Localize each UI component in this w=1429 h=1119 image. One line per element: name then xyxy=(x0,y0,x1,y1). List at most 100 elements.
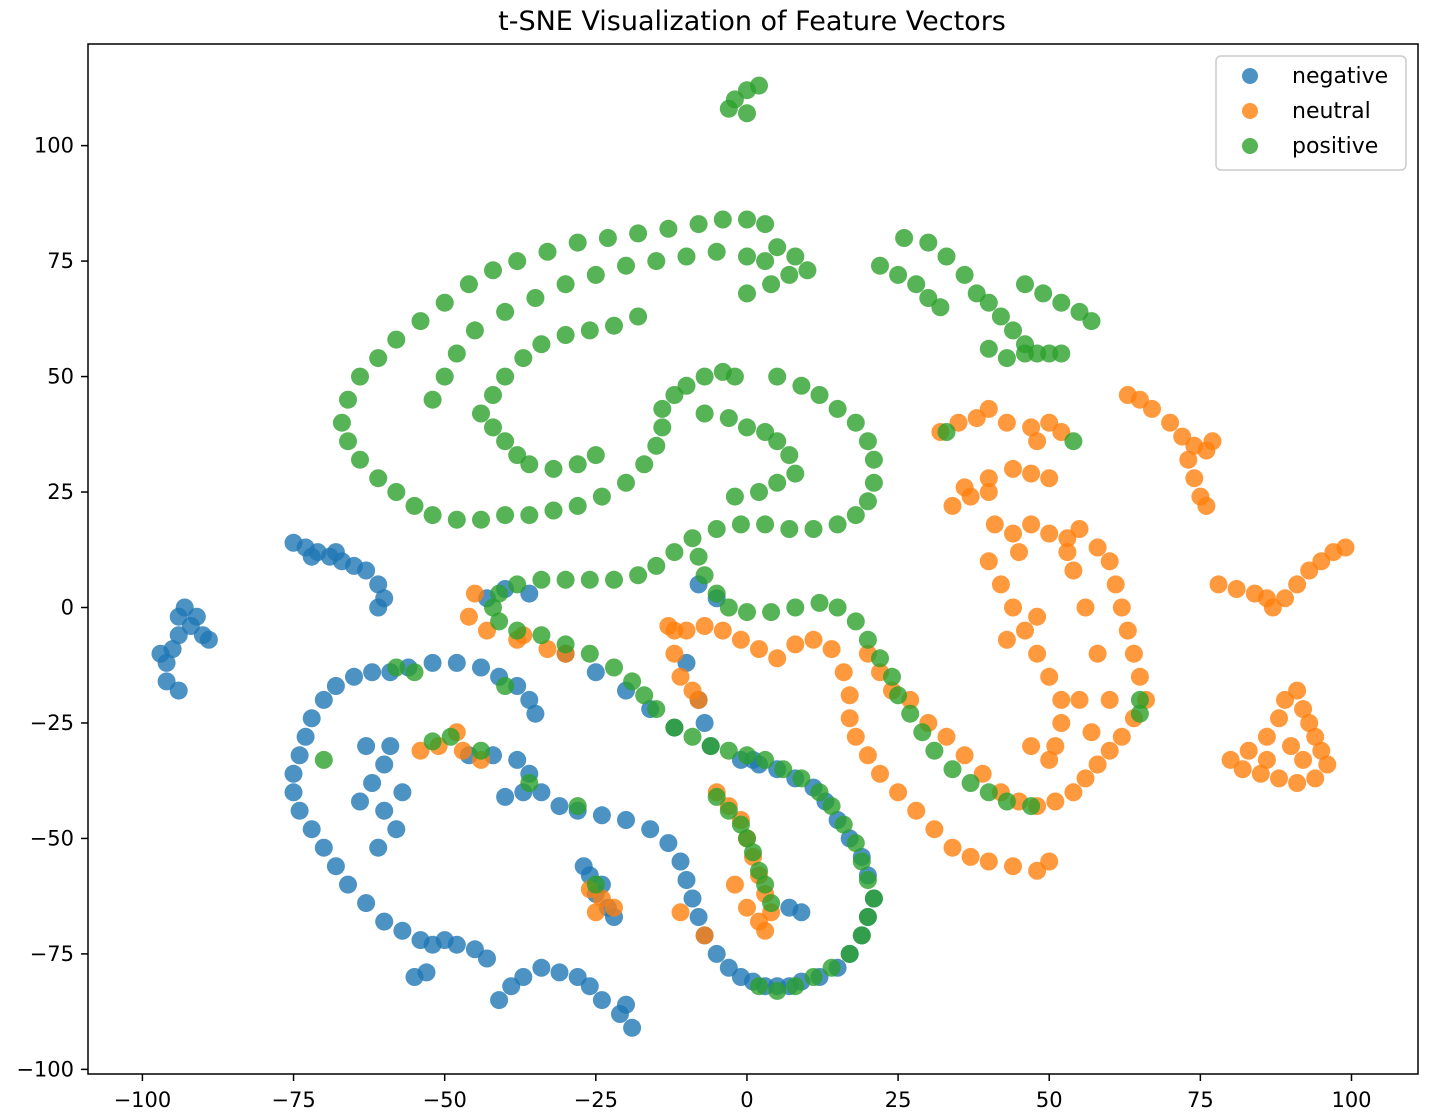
point-positive xyxy=(792,769,811,788)
point-positive xyxy=(719,741,738,760)
point-positive xyxy=(1016,275,1034,294)
point-positive xyxy=(411,312,430,331)
point-neutral xyxy=(1257,750,1276,769)
point-positive xyxy=(484,598,502,617)
point-positive xyxy=(810,386,829,404)
point-negative xyxy=(683,889,702,908)
point-neutral xyxy=(1004,598,1022,617)
point-positive xyxy=(768,432,787,451)
point-positive xyxy=(520,455,539,474)
point-positive xyxy=(647,700,666,719)
plot-area-frame xyxy=(87,43,1419,1075)
point-positive xyxy=(786,464,805,483)
y-tick-label: −50 xyxy=(30,826,74,850)
point-neutral xyxy=(1306,769,1325,788)
point-positive xyxy=(997,792,1016,811)
point-positive xyxy=(738,247,756,266)
point-negative xyxy=(326,543,345,562)
point-positive xyxy=(846,413,865,432)
point-negative xyxy=(314,690,333,709)
point-neutral xyxy=(1130,667,1149,686)
point-neutral xyxy=(1082,723,1101,742)
point-positive xyxy=(883,667,901,686)
point-positive xyxy=(568,496,587,515)
point-positive xyxy=(780,265,799,284)
point-positive xyxy=(810,593,829,612)
x-axis: −100 −75 −50 −25 0 25 50 75 100 xyxy=(114,1074,1372,1112)
point-positive xyxy=(756,750,775,769)
point-positive xyxy=(840,944,859,963)
point-positive xyxy=(490,612,509,631)
point-positive xyxy=(768,238,787,257)
point-neutral xyxy=(985,515,1004,534)
point-neutral xyxy=(822,640,841,659)
point-negative xyxy=(339,875,357,894)
point-positive xyxy=(864,473,883,492)
point-neutral xyxy=(1076,769,1095,788)
point-positive xyxy=(889,265,908,284)
x-tick-label: −75 xyxy=(271,1088,315,1112)
point-negative xyxy=(284,764,303,783)
point-positive xyxy=(871,256,889,275)
point-neutral xyxy=(979,852,998,871)
point-positive xyxy=(725,367,744,386)
point-positive xyxy=(895,229,914,247)
y-axis: −100 −75 −50 −25 0 25 50 75 100 xyxy=(16,134,88,1081)
point-positive xyxy=(731,515,750,534)
point-positive xyxy=(1130,690,1149,709)
point-neutral xyxy=(1040,750,1059,769)
point-positive xyxy=(858,908,877,926)
point-positive xyxy=(979,293,998,312)
point-negative xyxy=(520,690,539,709)
point-positive xyxy=(822,797,841,816)
point-neutral xyxy=(665,621,684,640)
point-neutral xyxy=(1088,644,1107,663)
point-positive xyxy=(864,450,883,469)
point-positive xyxy=(786,598,805,617)
point-positive xyxy=(707,584,726,603)
point-positive xyxy=(472,741,490,760)
point-negative xyxy=(351,792,369,811)
legend: negative neutral positive xyxy=(1215,55,1407,171)
point-positive xyxy=(1034,284,1053,303)
point-positive xyxy=(738,829,756,848)
point-positive xyxy=(405,496,424,515)
point-negative xyxy=(623,1018,642,1037)
point-positive xyxy=(472,510,490,529)
point-positive xyxy=(925,741,944,760)
point-positive xyxy=(955,265,974,284)
point-positive xyxy=(496,432,515,451)
point-positive xyxy=(780,520,799,538)
point-positive xyxy=(369,469,388,488)
point-neutral xyxy=(961,487,980,506)
point-neutral xyxy=(695,617,714,635)
point-negative xyxy=(387,820,406,839)
point-positive xyxy=(369,349,388,368)
point-negative xyxy=(369,598,388,617)
point-positive xyxy=(532,626,551,645)
point-negative xyxy=(369,838,388,857)
point-neutral xyxy=(991,575,1010,594)
point-positive xyxy=(508,252,527,271)
point-negative xyxy=(617,811,635,829)
point-negative xyxy=(695,714,714,732)
point-neutral xyxy=(937,727,956,746)
point-positive xyxy=(647,252,666,271)
point-negative xyxy=(357,737,376,756)
point-positive xyxy=(586,875,605,894)
point-positive xyxy=(979,339,998,358)
point-positive xyxy=(695,404,714,423)
point-neutral xyxy=(1257,727,1276,746)
point-neutral xyxy=(538,640,557,659)
point-neutral xyxy=(750,640,768,659)
point-positive xyxy=(580,644,599,663)
point-neutral xyxy=(1100,690,1119,709)
series-positive xyxy=(314,76,1149,1000)
point-neutral xyxy=(1300,714,1319,732)
point-neutral xyxy=(846,727,865,746)
point-positive xyxy=(780,446,799,465)
point-neutral xyxy=(858,746,877,765)
point-positive xyxy=(828,399,847,418)
y-tick-label: 75 xyxy=(47,249,74,273)
y-tick-label: −75 xyxy=(30,942,74,966)
